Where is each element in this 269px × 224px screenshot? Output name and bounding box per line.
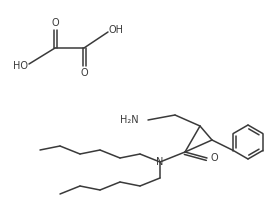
- Text: N: N: [156, 157, 164, 167]
- Text: O: O: [51, 18, 59, 28]
- Text: HO: HO: [13, 61, 29, 71]
- Text: O: O: [80, 68, 88, 78]
- Text: OH: OH: [108, 25, 123, 35]
- Text: H₂N: H₂N: [120, 115, 139, 125]
- Text: O: O: [210, 153, 218, 163]
